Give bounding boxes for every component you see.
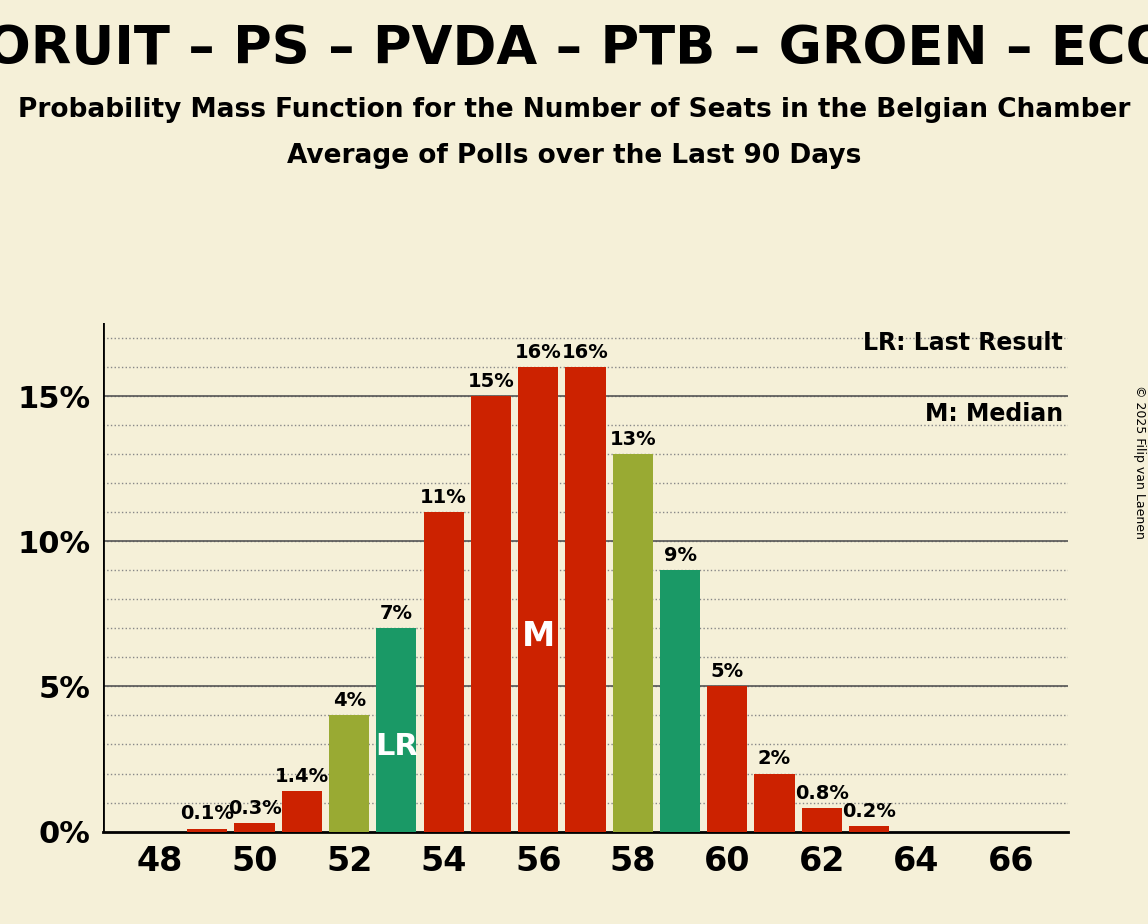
Text: 0.3%: 0.3% [227,798,281,818]
Text: LR: Last Result: LR: Last Result [863,331,1063,355]
Bar [471,396,511,832]
Bar [660,570,700,832]
Text: © 2025 Filip van Laenen: © 2025 Filip van Laenen [1133,385,1147,539]
Bar [850,826,890,832]
Text: 11%: 11% [420,488,467,507]
Bar [329,715,370,832]
Bar [234,823,274,832]
Text: 2%: 2% [758,749,791,768]
Bar [424,512,464,832]
Text: M: Median: M: Median [924,402,1063,426]
Text: VOORUIT – PS – PVDA – PTB – GROEN – ECOLO: VOORUIT – PS – PVDA – PTB – GROEN – ECOL… [0,23,1148,75]
Bar [565,367,606,832]
Text: 0.2%: 0.2% [843,801,897,821]
Bar [281,791,321,832]
Bar [801,808,841,832]
Text: Average of Polls over the Last 90 Days: Average of Polls over the Last 90 Days [287,143,861,169]
Text: 0.8%: 0.8% [794,784,848,803]
Bar [707,687,747,832]
Text: 16%: 16% [563,343,608,361]
Bar [377,628,417,832]
Text: 7%: 7% [380,604,413,623]
Bar [613,454,653,832]
Text: LR: LR [375,732,418,760]
Text: Probability Mass Function for the Number of Seats in the Belgian Chamber: Probability Mass Function for the Number… [18,97,1130,123]
Text: 15%: 15% [467,371,514,391]
Bar [754,773,794,832]
Text: 16%: 16% [514,343,561,361]
Text: 9%: 9% [664,546,697,565]
Text: 1.4%: 1.4% [274,767,329,785]
Bar [518,367,558,832]
Bar [187,829,227,832]
Text: 0.1%: 0.1% [180,805,234,823]
Text: M: M [521,620,554,653]
Text: 5%: 5% [711,663,744,681]
Text: 4%: 4% [333,691,366,711]
Text: 13%: 13% [610,430,656,449]
